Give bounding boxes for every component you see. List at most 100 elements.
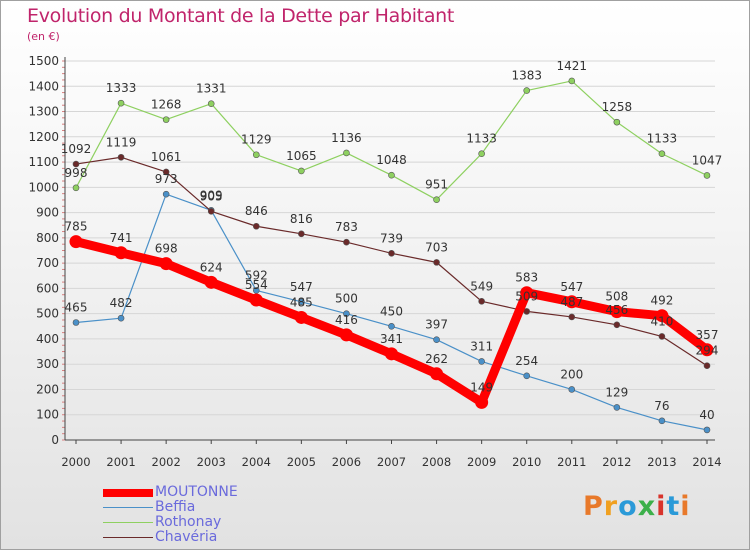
data-point [298, 298, 305, 306]
data-label: 549 [470, 279, 493, 293]
legend-swatch [103, 537, 153, 538]
data-point [159, 257, 173, 271]
y-tick-label: 600 [36, 281, 59, 295]
logo-letter: i [656, 491, 667, 522]
legend-label: Beffia [155, 499, 196, 515]
data-point [252, 222, 260, 230]
y-tick-label: 400 [36, 332, 59, 346]
data-point [433, 196, 440, 204]
data-label: 450 [380, 304, 403, 318]
data-label: 1047 [692, 153, 723, 167]
data-label: 311 [470, 339, 493, 353]
data-point [610, 305, 624, 319]
data-point [568, 313, 576, 321]
logo-letter: o [618, 491, 638, 522]
data-point [249, 293, 263, 307]
data-point [298, 230, 305, 238]
data-label: 1333 [106, 81, 137, 95]
proxiti-logo: Proxiti [583, 491, 691, 522]
data-label: 76 [654, 399, 669, 413]
data-point [520, 286, 534, 300]
chart-subtitle: (en €) [27, 30, 60, 43]
data-point [343, 310, 350, 317]
legend-swatch [103, 522, 153, 523]
data-label: 508 [605, 290, 628, 304]
data-label: 1421 [557, 59, 588, 73]
y-tick-label: 300 [36, 357, 59, 371]
legend: MOUTONNE Beffia Rothonay Chavéria [103, 484, 303, 545]
data-point [162, 190, 170, 198]
data-point [523, 372, 531, 380]
data-point [343, 238, 350, 246]
data-label: 1061 [151, 150, 182, 164]
y-tick-label: 1200 [28, 130, 59, 144]
y-tick-label: 900 [36, 206, 59, 220]
data-point [252, 151, 260, 159]
data-label: 785 [65, 220, 88, 234]
x-tick-label: 2006 [332, 455, 361, 469]
data-point [478, 150, 485, 158]
y-tick-label: 1000 [28, 180, 59, 194]
data-point [655, 309, 669, 323]
y-tick-label: 1300 [28, 105, 59, 119]
legend-item: Rothonay [103, 514, 303, 530]
data-point [72, 184, 80, 192]
data-point [568, 386, 576, 393]
data-label: 262 [425, 352, 448, 366]
data-label: 149 [470, 380, 493, 394]
data-label: 482 [110, 296, 133, 310]
data-label: 410 [650, 314, 673, 328]
data-point [343, 149, 350, 157]
data-label: 492 [650, 294, 673, 308]
x-tick-label: 2000 [61, 455, 90, 469]
data-label: 40 [699, 408, 714, 422]
logo-letter: t [666, 491, 681, 522]
legend-swatch [103, 489, 153, 497]
data-point [613, 404, 621, 411]
legend-item: MOUTONNE [103, 484, 303, 500]
data-label: 500 [335, 292, 358, 306]
data-label: 741 [110, 231, 133, 245]
data-label: 1129 [241, 133, 272, 147]
y-tick-label: 1400 [28, 79, 59, 93]
data-label: 583 [515, 271, 538, 285]
data-point [294, 310, 308, 324]
data-label: 129 [605, 385, 628, 399]
data-label: 951 [425, 178, 448, 192]
data-point [252, 287, 260, 294]
chart-title: Evolution du Montant de la Dette par Hab… [27, 5, 455, 27]
legend-item: Beffia [103, 499, 303, 515]
data-label: 816 [290, 212, 313, 226]
data-label: 416 [335, 313, 358, 327]
data-label: 973 [155, 172, 178, 186]
data-label: 624 [200, 260, 223, 274]
y-tick-label: 100 [36, 408, 59, 422]
data-point [388, 249, 395, 257]
data-point [388, 322, 395, 330]
x-tick-label: 2013 [647, 455, 676, 469]
data-label: 703 [425, 240, 448, 254]
data-label: 200 [560, 367, 583, 381]
legend-label: Chavéria [155, 529, 218, 545]
data-point [430, 367, 444, 381]
data-point [700, 343, 714, 357]
data-label: 783 [335, 220, 358, 234]
data-point [298, 167, 305, 175]
data-point [568, 77, 576, 85]
data-point [385, 347, 398, 361]
data-label: 509 [515, 289, 538, 303]
data-label: 1133 [466, 132, 497, 146]
data-label: 1136 [331, 131, 362, 145]
data-label: 1258 [602, 100, 633, 114]
logo-letter: P [583, 491, 604, 522]
data-label: 909 [200, 188, 223, 202]
y-tick-label: 500 [36, 307, 59, 321]
data-label: 739 [380, 231, 403, 245]
data-label: 592 [245, 268, 268, 282]
data-label: 1133 [647, 132, 678, 146]
data-point [478, 297, 485, 305]
data-point [117, 99, 125, 107]
data-label: 1331 [196, 82, 227, 96]
data-point [72, 319, 80, 326]
